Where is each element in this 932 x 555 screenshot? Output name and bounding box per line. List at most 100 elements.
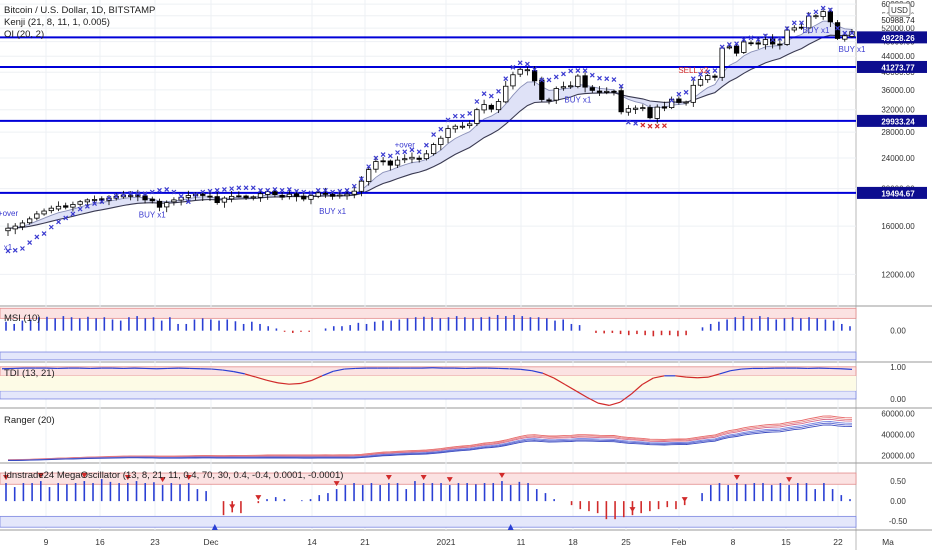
candle[interactable] bbox=[698, 80, 702, 86]
candle[interactable] bbox=[489, 105, 493, 109]
candle[interactable] bbox=[237, 196, 241, 197]
candle[interactable] bbox=[439, 138, 443, 144]
candle[interactable] bbox=[143, 196, 147, 200]
candle[interactable] bbox=[374, 162, 378, 170]
candle[interactable] bbox=[504, 86, 508, 102]
candle[interactable] bbox=[302, 196, 306, 199]
candle[interactable] bbox=[208, 196, 212, 197]
candle[interactable] bbox=[215, 197, 219, 203]
candle[interactable] bbox=[677, 99, 681, 103]
candle[interactable] bbox=[626, 109, 630, 113]
candle[interactable] bbox=[316, 193, 320, 196]
candle[interactable] bbox=[229, 196, 233, 199]
candle[interactable] bbox=[734, 46, 738, 53]
candle[interactable] bbox=[561, 87, 565, 88]
candle[interactable] bbox=[388, 161, 392, 165]
candle[interactable] bbox=[496, 102, 500, 110]
candle[interactable] bbox=[821, 12, 825, 17]
candle[interactable] bbox=[583, 76, 587, 87]
candle[interactable] bbox=[554, 89, 558, 101]
candle[interactable] bbox=[323, 193, 327, 194]
candle[interactable] bbox=[597, 91, 601, 92]
candle[interactable] bbox=[453, 126, 457, 129]
candle[interactable] bbox=[475, 110, 479, 124]
candle[interactable] bbox=[403, 159, 407, 160]
candle[interactable] bbox=[366, 170, 370, 182]
candle[interactable] bbox=[641, 108, 645, 109]
candle[interactable] bbox=[431, 145, 435, 154]
candle[interactable] bbox=[662, 107, 666, 108]
candle[interactable] bbox=[633, 108, 637, 109]
candle[interactable] bbox=[713, 76, 717, 77]
candle[interactable] bbox=[749, 43, 753, 44]
candle[interactable] bbox=[330, 194, 334, 196]
candle[interactable] bbox=[446, 129, 450, 138]
candle[interactable] bbox=[42, 211, 46, 214]
candle[interactable] bbox=[727, 47, 731, 48]
candle[interactable] bbox=[525, 70, 529, 71]
candle[interactable] bbox=[417, 158, 421, 159]
candle[interactable] bbox=[518, 69, 522, 74]
candle[interactable] bbox=[345, 194, 349, 196]
candle[interactable] bbox=[619, 91, 623, 112]
candle[interactable] bbox=[359, 181, 363, 191]
candle[interactable] bbox=[244, 196, 248, 198]
candle[interactable] bbox=[756, 43, 760, 44]
candle[interactable] bbox=[410, 157, 414, 159]
candle[interactable] bbox=[778, 44, 782, 45]
candle[interactable] bbox=[280, 195, 284, 197]
candle[interactable] bbox=[742, 42, 746, 52]
candle[interactable] bbox=[612, 91, 616, 92]
candle[interactable] bbox=[27, 219, 31, 223]
candle[interactable] bbox=[568, 86, 572, 87]
candle[interactable] bbox=[85, 200, 89, 202]
candle[interactable] bbox=[172, 200, 176, 202]
candle[interactable] bbox=[691, 85, 695, 102]
candle[interactable] bbox=[338, 195, 342, 196]
candle[interactable] bbox=[35, 214, 39, 218]
candle[interactable] bbox=[655, 107, 659, 118]
candle[interactable] bbox=[720, 48, 724, 77]
candle[interactable] bbox=[309, 195, 313, 199]
candle[interactable] bbox=[590, 88, 594, 91]
candle[interactable] bbox=[56, 206, 60, 209]
candle[interactable] bbox=[547, 100, 551, 101]
candle[interactable] bbox=[532, 70, 536, 80]
candle[interactable] bbox=[273, 191, 277, 194]
candle[interactable] bbox=[482, 105, 486, 110]
candle[interactable] bbox=[78, 202, 82, 205]
candle[interactable] bbox=[460, 126, 464, 127]
candle[interactable] bbox=[71, 204, 75, 207]
candle[interactable] bbox=[92, 199, 96, 200]
candle[interactable] bbox=[684, 102, 688, 103]
candle[interactable] bbox=[6, 228, 10, 231]
candle[interactable] bbox=[828, 12, 832, 22]
candle[interactable] bbox=[381, 161, 385, 162]
candle[interactable] bbox=[150, 199, 154, 201]
candle[interactable] bbox=[63, 206, 67, 207]
candle[interactable] bbox=[395, 160, 399, 165]
candle[interactable] bbox=[222, 198, 226, 202]
candle[interactable] bbox=[763, 40, 767, 45]
candle[interactable] bbox=[467, 124, 471, 126]
candle[interactable] bbox=[294, 194, 298, 197]
candle[interactable] bbox=[20, 223, 24, 227]
candle[interactable] bbox=[164, 203, 168, 207]
candle[interactable] bbox=[576, 76, 580, 87]
candle[interactable] bbox=[792, 28, 796, 30]
candle[interactable] bbox=[814, 16, 818, 17]
candle[interactable] bbox=[705, 76, 709, 80]
candle[interactable] bbox=[648, 108, 652, 118]
candle[interactable] bbox=[604, 91, 608, 92]
candle[interactable] bbox=[540, 80, 544, 99]
candle[interactable] bbox=[157, 201, 161, 207]
candle[interactable] bbox=[287, 194, 291, 196]
candle[interactable] bbox=[251, 197, 255, 198]
candle[interactable] bbox=[49, 208, 53, 210]
candle[interactable] bbox=[13, 226, 17, 229]
candle[interactable] bbox=[511, 75, 515, 86]
candle[interactable] bbox=[258, 194, 262, 198]
candle[interactable] bbox=[352, 191, 356, 194]
candle[interactable] bbox=[785, 30, 789, 44]
candle[interactable] bbox=[424, 154, 428, 159]
